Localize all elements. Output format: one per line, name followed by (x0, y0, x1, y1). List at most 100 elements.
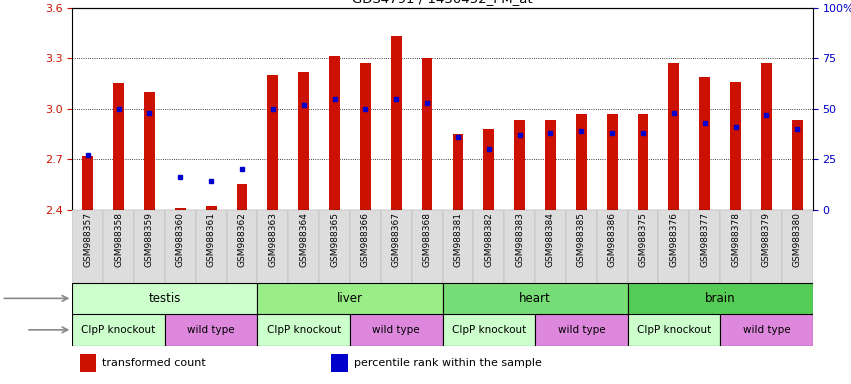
Bar (391, 36, 402, 210)
Bar (257, 314, 350, 346)
Text: heart: heart (519, 292, 551, 305)
Bar (196, 210, 226, 283)
Bar (792, 121, 802, 210)
Bar (422, 58, 432, 210)
Text: GSM988379: GSM988379 (762, 212, 771, 267)
Text: GSM988382: GSM988382 (484, 212, 494, 267)
Bar (144, 92, 155, 210)
Bar (80, 354, 96, 372)
Bar (267, 75, 278, 210)
Text: ClpP knockout: ClpP knockout (637, 325, 711, 335)
Bar (607, 114, 618, 210)
Bar (380, 210, 412, 283)
Title: GDS4791 / 1430452_PM_at: GDS4791 / 1430452_PM_at (352, 0, 533, 5)
Bar (659, 210, 689, 283)
Text: brain: brain (705, 292, 735, 305)
Text: percentile rank within the sample: percentile rank within the sample (354, 358, 541, 368)
Bar (761, 63, 772, 210)
Text: wild type: wild type (187, 325, 235, 335)
Text: GSM988360: GSM988360 (176, 212, 185, 267)
Text: wild type: wild type (743, 325, 791, 335)
Text: GSM988378: GSM988378 (731, 212, 740, 267)
Text: ClpP knockout: ClpP knockout (266, 325, 341, 335)
Bar (637, 114, 648, 210)
Bar (627, 283, 813, 314)
Text: GSM988366: GSM988366 (361, 212, 370, 267)
Bar (535, 210, 566, 283)
Text: GSM988364: GSM988364 (300, 212, 308, 267)
Text: GSM988367: GSM988367 (391, 212, 401, 267)
Bar (514, 121, 525, 210)
Bar (782, 210, 813, 283)
Text: ClpP knockout: ClpP knockout (82, 325, 156, 335)
Text: GSM988358: GSM988358 (114, 212, 123, 267)
Bar (165, 210, 196, 283)
Bar (331, 354, 348, 372)
Bar (627, 314, 720, 346)
Bar (443, 314, 535, 346)
Text: liver: liver (337, 292, 363, 305)
Text: GSM988362: GSM988362 (237, 212, 247, 267)
Text: wild type: wild type (557, 325, 605, 335)
Bar (597, 210, 627, 283)
Bar (350, 314, 443, 346)
Bar (72, 283, 257, 314)
Text: GSM988368: GSM988368 (423, 212, 431, 267)
Text: GSM988377: GSM988377 (700, 212, 709, 267)
Text: ClpP knockout: ClpP knockout (452, 325, 526, 335)
Bar (627, 210, 659, 283)
Text: wild type: wild type (373, 325, 420, 335)
Text: GSM988376: GSM988376 (670, 212, 678, 267)
Bar (226, 210, 257, 283)
Bar (700, 77, 710, 210)
Bar (669, 63, 679, 210)
Bar (545, 121, 556, 210)
Bar (689, 210, 720, 283)
Bar (72, 314, 165, 346)
Text: testis: testis (149, 292, 181, 305)
Bar (103, 210, 134, 283)
Bar (257, 210, 288, 283)
Bar (412, 210, 443, 283)
Bar (329, 56, 340, 210)
Bar (730, 82, 741, 210)
Bar (350, 210, 380, 283)
Text: GSM988384: GSM988384 (546, 212, 555, 267)
Bar (72, 210, 103, 283)
Text: GSM988359: GSM988359 (145, 212, 154, 267)
Text: GSM988363: GSM988363 (268, 212, 277, 267)
Bar (443, 283, 627, 314)
Text: GSM988365: GSM988365 (330, 212, 339, 267)
Text: transformed count: transformed count (102, 358, 206, 368)
Text: GSM988385: GSM988385 (577, 212, 585, 267)
Bar (504, 210, 535, 283)
Bar (720, 210, 751, 283)
Text: GSM988361: GSM988361 (207, 212, 215, 267)
Bar (453, 134, 463, 210)
Bar (319, 210, 350, 283)
Bar (566, 210, 597, 283)
Text: GSM988357: GSM988357 (83, 212, 92, 267)
Bar (165, 314, 257, 346)
Text: GSM988375: GSM988375 (638, 212, 648, 267)
Text: GSM988381: GSM988381 (454, 212, 462, 267)
Bar (83, 156, 93, 210)
Bar (483, 129, 494, 210)
Bar (473, 210, 504, 283)
Bar (237, 184, 248, 210)
Bar (134, 210, 165, 283)
Text: GSM988383: GSM988383 (515, 212, 524, 267)
Bar (299, 72, 309, 210)
Text: GSM988386: GSM988386 (608, 212, 617, 267)
Bar (113, 83, 124, 210)
Bar (257, 283, 443, 314)
Bar (360, 63, 371, 210)
Bar (206, 206, 216, 210)
Bar (443, 210, 473, 283)
Bar (288, 210, 319, 283)
Bar (720, 314, 813, 346)
Bar (175, 208, 186, 210)
Bar (576, 114, 586, 210)
Text: GSM988380: GSM988380 (793, 212, 802, 267)
Bar (535, 314, 627, 346)
